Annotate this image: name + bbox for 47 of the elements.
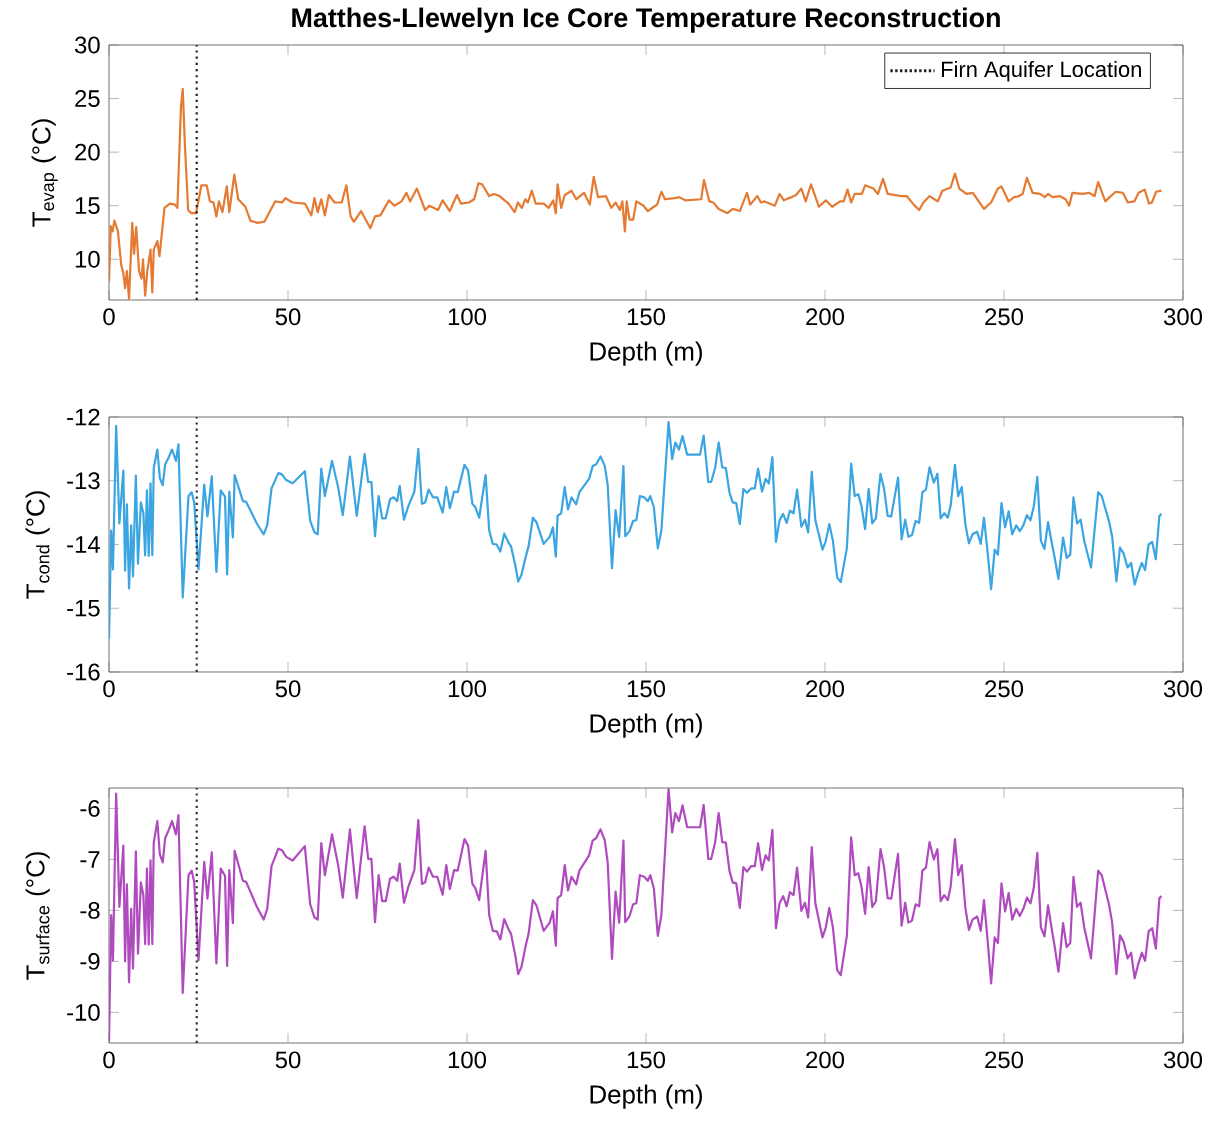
y-tick-label: 15 bbox=[75, 197, 100, 215]
x-tick-label: 100 bbox=[448, 680, 487, 698]
x-tick-label: 250 bbox=[985, 680, 1024, 698]
x-tick-label: 200 bbox=[806, 1051, 845, 1069]
x-tick-label: 0 bbox=[103, 680, 115, 698]
y-tick-label: -7 bbox=[80, 851, 100, 868]
x-axis-title: Depth (m) bbox=[590, 1084, 702, 1109]
line-series bbox=[109, 421, 1163, 640]
y-tick-label: -13 bbox=[67, 472, 100, 490]
y-tick-label: -9 bbox=[80, 952, 100, 970]
x-tick-label: 150 bbox=[627, 308, 666, 326]
x-tick-label: 300 bbox=[1163, 308, 1203, 326]
x-tick-label: 250 bbox=[985, 1051, 1024, 1069]
x-tick-label: 200 bbox=[806, 308, 845, 326]
y-tick-label: 10 bbox=[75, 250, 100, 268]
ref-line-label: Firn Aquifer Location bbox=[941, 61, 1141, 82]
x-tick-label: 0 bbox=[103, 1051, 115, 1069]
y-axis-title: T$_{evap}$ (°C) bbox=[31, 119, 58, 227]
line-series bbox=[109, 788, 1163, 1043]
y-axis-title: T$_{surface}$ (°C) bbox=[25, 852, 50, 980]
chart-title: Matthes-Llewelyn Ice Core Temperature Reconstruction bbox=[292, 7, 1000, 33]
y-tick-label: 30 bbox=[74, 36, 100, 54]
y-tick-label: 25 bbox=[75, 90, 100, 108]
y-tick-label: -10 bbox=[67, 1003, 100, 1021]
x-tick-label: 50 bbox=[275, 308, 301, 326]
x-tick-label: 300 bbox=[1163, 680, 1203, 698]
x-tick-label: 250 bbox=[985, 308, 1024, 326]
y-tick-label: 20 bbox=[75, 143, 100, 161]
x-tick-label: 150 bbox=[627, 1051, 666, 1069]
x-tick-label: 0 bbox=[103, 308, 115, 326]
x-tick-label: 100 bbox=[448, 1051, 487, 1069]
x-tick-label: 100 bbox=[448, 308, 487, 326]
x-tick-label: 300 bbox=[1163, 1051, 1203, 1069]
y-tick-label: -16 bbox=[67, 663, 100, 681]
x-tick-label: 200 bbox=[806, 680, 845, 698]
y-axis-title: T$_{cond}$ (°C) bbox=[25, 491, 50, 599]
y-tick-label: -12 bbox=[67, 408, 100, 426]
x-axis-title: Depth (m) bbox=[590, 341, 702, 366]
y-tick-label: -14 bbox=[67, 536, 100, 553]
x-tick-label: 150 bbox=[627, 680, 666, 698]
y-tick-label: -8 bbox=[80, 901, 100, 919]
x-tick-label: 50 bbox=[275, 1051, 301, 1069]
x-tick-label: 50 bbox=[275, 680, 301, 698]
line-series bbox=[109, 87, 1163, 300]
y-tick-label: -6 bbox=[80, 799, 100, 817]
x-axis-title: Depth (m) bbox=[590, 713, 702, 738]
y-tick-label: -15 bbox=[67, 599, 100, 617]
